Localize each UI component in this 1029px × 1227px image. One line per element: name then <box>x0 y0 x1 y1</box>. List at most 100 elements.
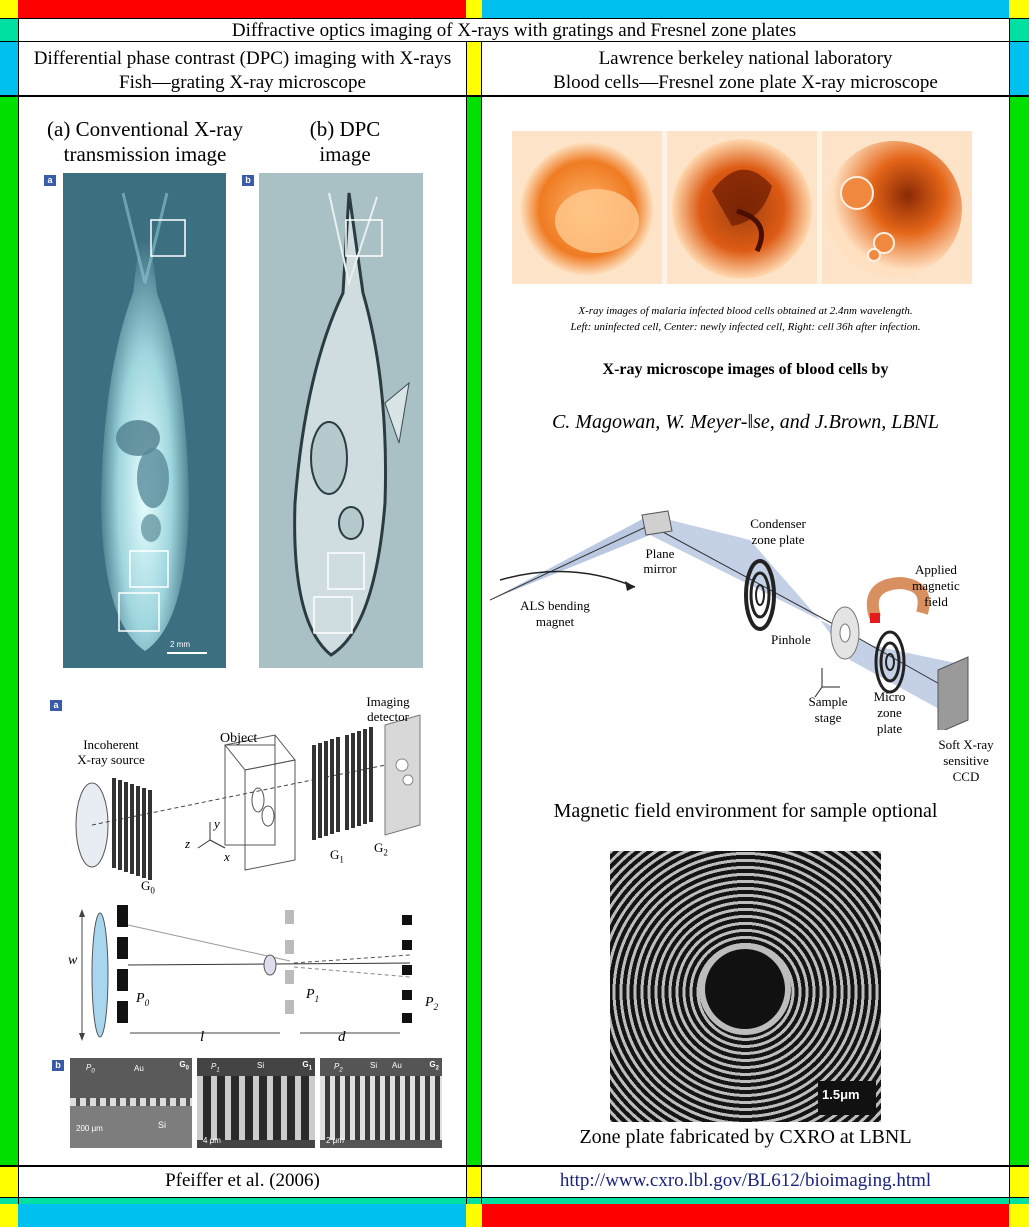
sample-stage-axes <box>814 668 840 698</box>
label-xray-source: Incoherent X-ray source <box>66 737 156 767</box>
rule-footer-bottom <box>0 1197 1029 1198</box>
sem-scale1-label: 200 μm <box>76 1124 103 1133</box>
label-micro-2: zone <box>877 705 902 720</box>
rule-footer-top <box>0 1165 1029 1167</box>
label-ccd: Soft X-ray sensitive CCD <box>926 737 1006 785</box>
heading-mid-yellow <box>466 42 482 96</box>
label-g2-sub: 2 <box>383 847 388 858</box>
sem-p2-sub: 2 <box>339 1067 343 1074</box>
label-micro-zone-plate: Micro zone plate <box>862 689 917 737</box>
fish-dpc-svg <box>259 173 423 668</box>
axis-y-label: y <box>214 816 220 831</box>
axis-x-label: x <box>224 849 230 864</box>
sem-g1-label: G1 <box>302 1060 312 1072</box>
fish-b-title-line2: image <box>319 142 371 166</box>
sem-g2-text: G <box>429 1060 436 1069</box>
label-g1-sub: 1 <box>339 854 344 865</box>
label-g0-sub: 0 <box>150 885 155 896</box>
geom-p2-text: P <box>425 995 434 1010</box>
label-micro-1: Micro <box>873 689 906 704</box>
fish-a-title-line2: transmission image <box>63 142 227 166</box>
sem-g1-text: G <box>302 1060 309 1069</box>
label-pinhole: Pinhole <box>771 632 811 647</box>
grating-g1 <box>312 737 340 840</box>
sem-g1-sub: 1 <box>308 1065 312 1072</box>
left-heading-line1: Differential phase contrast (DPC) imagin… <box>33 48 452 69</box>
page-title: Diffractive optics imaging of X-rays wit… <box>231 20 797 41</box>
footer-mid-yellow <box>466 1166 482 1198</box>
rule-top <box>0 18 1029 19</box>
rule-mid-b <box>481 42 482 1204</box>
top-bar-red <box>18 0 466 18</box>
label-g2: G2 <box>374 840 388 858</box>
pinhole-shape <box>830 606 860 660</box>
rule-right <box>1009 18 1010 1204</box>
fish-a-badge: a <box>44 175 56 186</box>
blood-cells-svg <box>512 131 972 284</box>
label-g1-text: G <box>330 847 340 862</box>
left-heading-line2: Fish—grating X-ray microscope <box>119 72 366 93</box>
zone-plate-caption: Zone plate fabricated by CXRO at LBNL <box>579 1126 912 1148</box>
footer-right-yellow <box>1009 1166 1029 1198</box>
cells-caption-line2: Left: uninfected cell, Center: newly inf… <box>570 321 921 333</box>
label-plane-mirror-2: mirror <box>643 561 677 576</box>
sem-p2-text: P <box>334 1062 340 1071</box>
label-plane-mirror-1: Plane <box>645 546 675 561</box>
footer-left-yellow <box>0 1166 18 1198</box>
label-als-bending-magnet: ALS bending magnet <box>510 598 600 630</box>
sem-au1-label: Au <box>134 1064 144 1073</box>
sem-p2-label: P2 <box>334 1062 343 1074</box>
micro-zone-plate-shape <box>874 630 906 694</box>
label-micro-3: plate <box>876 721 903 736</box>
footer-citation: Pfeiffer et al. (2006) <box>165 1170 320 1191</box>
sem-p1-text: P <box>211 1062 217 1071</box>
bottom-mid-yellow <box>466 1204 482 1227</box>
sem-p0-sub: 0 <box>91 1068 95 1075</box>
zone-scale-box <box>818 1081 876 1115</box>
zone-scale-label: 1.5μm <box>822 1087 860 1102</box>
right-heading-line2: Blood cells—Fresnel zone plate X-ray mic… <box>553 72 938 93</box>
grating-setup-diagram <box>75 714 421 880</box>
footer-link[interactable]: http://www.cxro.lbl.gov/BL612/bioimaging… <box>559 1170 932 1191</box>
sem-si1-label: Si <box>158 1120 167 1130</box>
infected-36h-cell <box>822 131 972 284</box>
uninfected-cell <box>512 131 662 284</box>
main-left-green <box>0 96 18 1166</box>
imaging-detector-plate <box>384 714 421 836</box>
geom-p0-sub: 0 <box>144 997 150 1008</box>
label-object: Object <box>220 731 258 746</box>
sem-g0-label: G0 <box>179 1060 189 1072</box>
label-source-2: X-ray source <box>77 752 145 767</box>
sem-si2-label: Si <box>257 1061 265 1070</box>
fish-scale-label: 2 mm <box>170 640 190 649</box>
rule-heading <box>0 95 1029 97</box>
label-applied-field: Applied magnetic field <box>896 562 976 610</box>
zone-plate-microscope-schematic <box>490 510 969 730</box>
blood-cells-authors: C. Magowan, W. Meyer-ǁse, and J.Brown, L… <box>551 411 940 433</box>
fish-a-title: (a) Conventional X-ray transmission imag… <box>40 117 250 167</box>
label-sample-stage: Sample stage <box>798 694 858 726</box>
bottom-left-yellow <box>0 1204 18 1227</box>
fish-dpc-image <box>259 173 423 668</box>
label-sample-2: stage <box>814 710 842 725</box>
newly-infected-cell <box>667 131 817 284</box>
object-box <box>224 734 296 871</box>
label-ccd-1: Soft X-ray <box>938 737 994 752</box>
sem-scale2-label: 4 μm <box>203 1136 221 1145</box>
geom-p1-sub: 1 <box>314 993 320 1004</box>
label-ccd-2: sensitive <box>943 753 989 768</box>
label-als-2: magnet <box>535 614 575 629</box>
geom-w-label: w <box>68 953 78 968</box>
label-imaging-detector-2: detector <box>367 709 409 724</box>
main-right-green <box>1009 96 1029 1166</box>
cells-caption: X-ray images of malaria infected blood c… <box>482 303 1009 335</box>
axes-triad <box>197 822 226 849</box>
geom-l-label: l <box>200 1029 205 1045</box>
label-als-1: ALS bending <box>520 598 590 613</box>
sem-g0-text: G <box>179 1060 186 1069</box>
bottom-strip-teal <box>0 1198 1029 1204</box>
label-condenser-2: zone plate <box>751 532 805 547</box>
sem-au2-label: Au <box>392 1061 402 1070</box>
label-g2-text: G <box>374 840 384 855</box>
heading-right-cyan <box>1009 42 1029 96</box>
